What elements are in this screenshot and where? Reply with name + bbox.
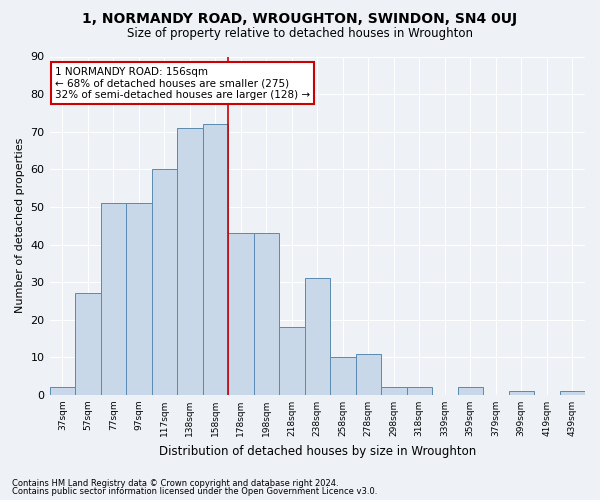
Bar [279,327,305,395]
Bar [381,388,407,395]
Text: Contains HM Land Registry data © Crown copyright and database right 2024.: Contains HM Land Registry data © Crown c… [12,478,338,488]
Text: 1 NORMANDY ROAD: 156sqm
← 68% of detached houses are smaller (275)
32% of semi-d: 1 NORMANDY ROAD: 156sqm ← 68% of detache… [55,66,310,100]
Bar [126,203,152,395]
Bar [560,391,585,395]
Bar [101,203,126,395]
Text: Size of property relative to detached houses in Wroughton: Size of property relative to detached ho… [127,28,473,40]
Y-axis label: Number of detached properties: Number of detached properties [15,138,25,314]
Bar [75,294,101,395]
Text: 1, NORMANDY ROAD, WROUGHTON, SWINDON, SN4 0UJ: 1, NORMANDY ROAD, WROUGHTON, SWINDON, SN… [82,12,518,26]
Bar [152,170,177,395]
Bar [305,278,330,395]
Bar [50,388,75,395]
Bar [203,124,228,395]
Bar [330,358,356,395]
Bar [509,391,534,395]
Bar [356,354,381,395]
Bar [177,128,203,395]
Text: Contains public sector information licensed under the Open Government Licence v3: Contains public sector information licen… [12,487,377,496]
Bar [254,233,279,395]
Bar [458,388,483,395]
Bar [407,388,432,395]
X-axis label: Distribution of detached houses by size in Wroughton: Distribution of detached houses by size … [158,444,476,458]
Bar [228,233,254,395]
